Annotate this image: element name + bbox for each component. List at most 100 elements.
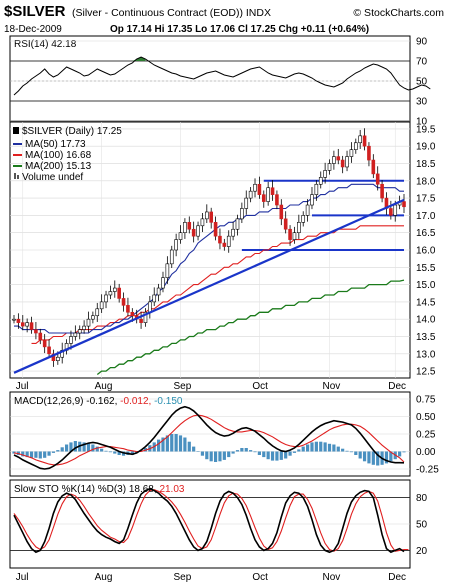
candle-body bbox=[174, 239, 178, 251]
chg-label: Chg bbox=[278, 24, 298, 35]
candle-body bbox=[253, 183, 257, 192]
low-value: 17.06 bbox=[210, 24, 236, 35]
low-label: Lo bbox=[195, 24, 208, 35]
macd-hist-bar bbox=[227, 451, 231, 458]
macd-hist-bar bbox=[130, 451, 134, 455]
candle-body bbox=[73, 332, 78, 337]
macd-hist-bar bbox=[69, 442, 73, 452]
ma200-legend-label: MA(200) 15.13 bbox=[25, 161, 92, 172]
symbol-title: $SILVER bbox=[4, 3, 66, 20]
candle-body bbox=[99, 301, 104, 310]
candle-body bbox=[340, 159, 345, 168]
macd-hist-bar bbox=[51, 451, 56, 453]
open-value: 17.14 bbox=[126, 24, 152, 35]
ma200-line bbox=[96, 279, 405, 376]
rsi-grid bbox=[10, 40, 410, 122]
candle-body bbox=[56, 356, 60, 362]
price-panel: 12.5 13.0 13.5 14.0 14.5 15.0 15.5 16.0 16.5 17.0… bbox=[9, 121, 436, 392]
macd-hist-bar bbox=[56, 450, 60, 452]
trendline bbox=[13, 198, 405, 374]
candle-body bbox=[248, 190, 253, 199]
high-label: Hi bbox=[154, 24, 165, 35]
sto-legend-main: Slow STO %K(14) %D(3) 18.68, bbox=[14, 484, 157, 495]
macd-hist-bar bbox=[376, 451, 380, 466]
candle-body bbox=[178, 232, 183, 240]
macd-hist-bar bbox=[371, 451, 375, 465]
candle-body bbox=[152, 294, 157, 303]
macd-hist-bar bbox=[235, 450, 240, 452]
macd-hist-bar bbox=[354, 451, 358, 455]
macd-hist-bar bbox=[205, 451, 209, 460]
rsi-axis: 10 30 50 70 90 bbox=[416, 37, 428, 128]
candle-body bbox=[270, 187, 275, 195]
tick-label: 15.0 bbox=[416, 280, 436, 291]
macd-legend: MACD(12,26,9) -0.162, -0.012, -0.150 bbox=[14, 396, 183, 407]
tick-label: 16.0 bbox=[416, 246, 436, 257]
macd-hist-bar bbox=[323, 442, 327, 452]
tick-label: 15.5 bbox=[416, 263, 436, 274]
macd-hist-bar bbox=[209, 451, 213, 462]
candle-body bbox=[349, 149, 354, 157]
candle-body bbox=[117, 287, 121, 299]
candle-body bbox=[187, 222, 192, 230]
macd-hist-bar bbox=[73, 441, 77, 452]
macd-hist-bar bbox=[157, 439, 161, 452]
candle-body bbox=[156, 287, 161, 296]
candle-body bbox=[16, 318, 21, 323]
candle-body bbox=[86, 318, 91, 327]
candle-body bbox=[345, 156, 349, 168]
tick-label: 10 bbox=[416, 117, 428, 128]
close-value: 17.25 bbox=[250, 24, 276, 35]
candle-body bbox=[191, 228, 196, 237]
candle-body bbox=[183, 222, 187, 234]
candle-body bbox=[165, 263, 170, 278]
month-label: Dec bbox=[388, 381, 406, 392]
macd-legend-signal: -0.012, bbox=[120, 396, 151, 407]
macd-hist-bar bbox=[231, 451, 235, 454]
candle-body bbox=[91, 315, 95, 320]
macd-hist-bar bbox=[284, 451, 288, 459]
candle-body bbox=[38, 332, 43, 341]
macd-hist-bar bbox=[288, 451, 292, 456]
candle-body bbox=[279, 204, 284, 220]
candle-body bbox=[301, 215, 306, 223]
candle-body bbox=[108, 291, 113, 296]
tick-label: 50 bbox=[416, 520, 428, 531]
tick-label: 80 bbox=[416, 493, 428, 504]
candle-body bbox=[310, 194, 314, 206]
month-label: Nov bbox=[323, 381, 341, 392]
tick-label: 20 bbox=[416, 546, 428, 557]
month-label: Sep bbox=[174, 572, 192, 583]
chart-header: $SILVER (Silver - Continuous Contract (E… bbox=[0, 0, 452, 40]
macd-hist-bar bbox=[275, 451, 279, 461]
tick-label: 19.5 bbox=[416, 124, 436, 135]
candle-body bbox=[209, 211, 213, 223]
macd-hist-bar bbox=[38, 451, 42, 459]
macd-hist-bar bbox=[12, 451, 16, 454]
month-label: Oct bbox=[252, 381, 268, 392]
tick-label: 13.0 bbox=[416, 349, 436, 360]
candle-body bbox=[161, 277, 165, 289]
macd-hist-bar bbox=[60, 447, 64, 452]
high-value: 17.35 bbox=[167, 24, 193, 35]
macd-hist-bar bbox=[332, 444, 336, 452]
macd-panel: -0.25 0.00 0.25 0.50 0.75 MACD(12,26,9) -0.1… bbox=[9, 391, 439, 477]
macd-histogram bbox=[12, 434, 406, 466]
macd-legend-main: MACD(12,26,9) -0.162, bbox=[14, 396, 117, 407]
macd-hist-bar bbox=[292, 451, 297, 453]
candle-body bbox=[292, 232, 297, 240]
macd-hist-bar bbox=[362, 451, 367, 462]
candle-body bbox=[47, 346, 51, 355]
month-label: Aug bbox=[95, 381, 113, 392]
rsi-legend: RSI(14) 42.18 bbox=[14, 39, 77, 50]
macd-hist-bar bbox=[305, 444, 310, 452]
candle-body bbox=[323, 170, 327, 178]
macd-line bbox=[13, 405, 405, 470]
macd-hist-bar bbox=[244, 448, 248, 452]
macd-hist-bar bbox=[257, 451, 261, 455]
candle-body bbox=[318, 177, 323, 185]
stockcharts-logo[interactable]: © StockCharts.com bbox=[353, 7, 444, 19]
candle-body bbox=[393, 204, 398, 216]
tick-label: 17.0 bbox=[416, 211, 436, 222]
candle-body bbox=[126, 305, 130, 313]
